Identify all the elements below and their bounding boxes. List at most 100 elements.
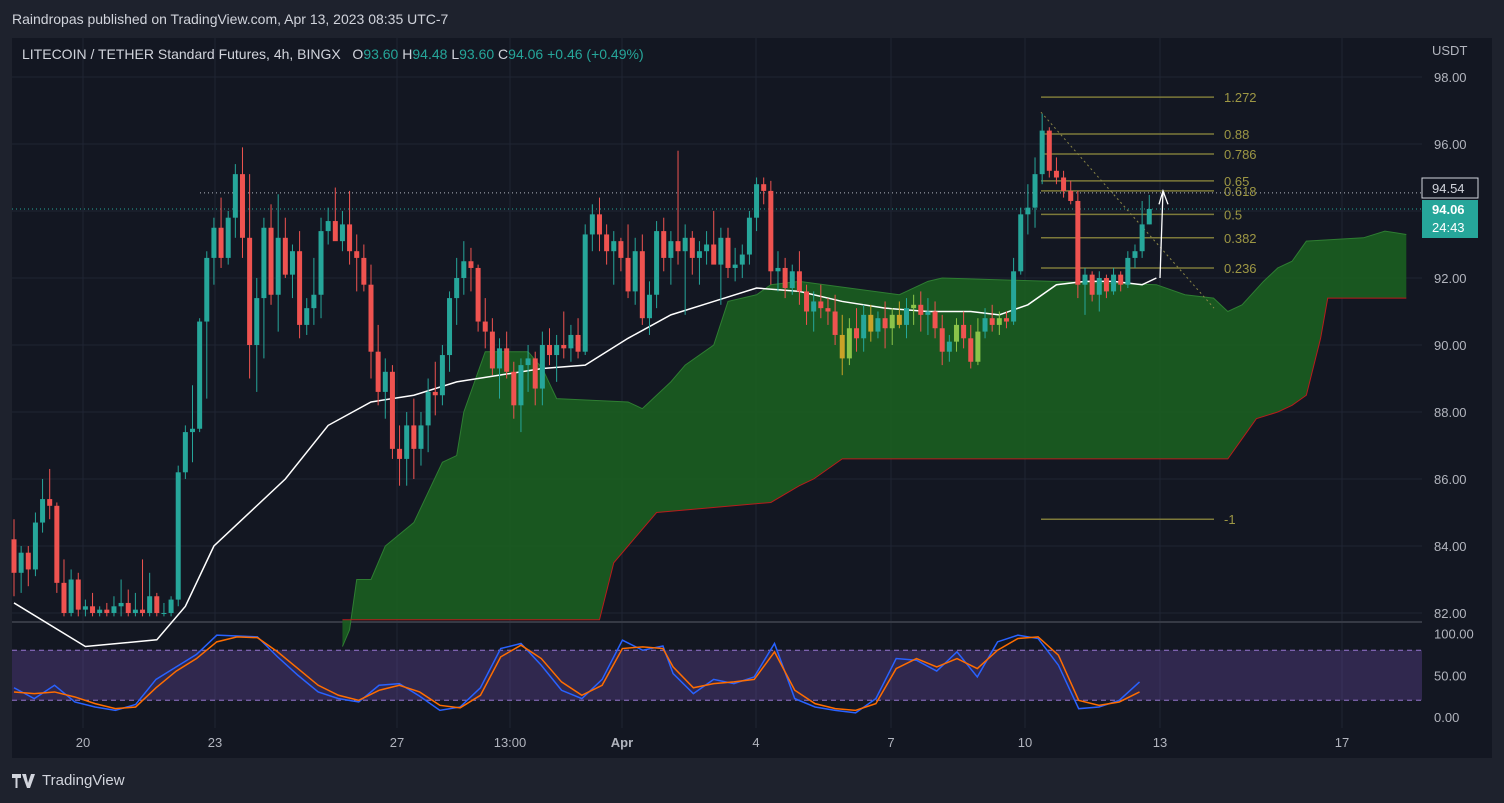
candle-body bbox=[97, 609, 103, 613]
x-tick-label: 10 bbox=[1018, 735, 1032, 750]
candle-body bbox=[654, 231, 660, 295]
candle-body bbox=[261, 227, 267, 299]
candle-body bbox=[754, 184, 760, 218]
candle-body bbox=[1032, 174, 1038, 208]
candle-body bbox=[247, 237, 253, 345]
candle-body bbox=[1011, 271, 1017, 322]
candle-body bbox=[868, 314, 874, 332]
candle-body bbox=[140, 609, 146, 613]
stoch-d-line bbox=[13, 636, 1140, 712]
candle-body bbox=[732, 264, 738, 268]
countdown-label: 24:43 bbox=[1432, 220, 1465, 235]
candle-body bbox=[668, 241, 674, 258]
price-axis[interactable] bbox=[1422, 38, 1492, 758]
candle-body bbox=[639, 251, 645, 319]
candle-body bbox=[182, 432, 188, 473]
candle-body bbox=[118, 602, 124, 607]
cloud-top-line bbox=[341, 230, 1407, 647]
candle-body bbox=[368, 284, 374, 352]
candle-body bbox=[682, 237, 688, 252]
close-value: 94.06 bbox=[508, 46, 544, 62]
fib-level-label: 0.236 bbox=[1224, 261, 1257, 276]
candle-body bbox=[939, 328, 945, 352]
x-tick-label: 7 bbox=[887, 735, 894, 750]
candle-body bbox=[718, 237, 724, 265]
ichimoku-cloud bbox=[341, 230, 1407, 647]
candle-body bbox=[1003, 318, 1009, 322]
fib-level-label: 0.5 bbox=[1224, 207, 1242, 222]
candle-body bbox=[232, 174, 238, 218]
candle-body bbox=[211, 227, 217, 258]
candle-body bbox=[1139, 224, 1145, 252]
candle-body bbox=[946, 341, 952, 352]
candle-body bbox=[532, 358, 538, 389]
candle-body bbox=[389, 371, 395, 449]
candle-body bbox=[761, 184, 767, 191]
candle-body bbox=[68, 579, 74, 613]
candle-body bbox=[561, 345, 567, 349]
candle-body bbox=[632, 251, 638, 292]
candle-body bbox=[1103, 278, 1109, 292]
publisher-header: Raindropas published on TradingView.com,… bbox=[0, 0, 1504, 38]
axes: 98.0096.0094.0092.0090.0088.0086.0084.00… bbox=[76, 70, 1474, 750]
candle-body bbox=[282, 237, 288, 275]
candle-body bbox=[397, 448, 403, 459]
candle-body bbox=[968, 338, 974, 362]
candle-body bbox=[554, 345, 560, 356]
y-tick-label: 82.00 bbox=[1434, 606, 1467, 621]
candle-body bbox=[911, 304, 917, 309]
candle-body bbox=[846, 328, 852, 359]
candle-body bbox=[832, 311, 838, 335]
open-value: 93.60 bbox=[363, 46, 399, 62]
candle-body bbox=[275, 237, 281, 295]
candle-body bbox=[568, 334, 574, 349]
candle-body bbox=[111, 606, 117, 613]
candle-body bbox=[482, 321, 488, 332]
candle-body bbox=[1068, 190, 1074, 201]
candle-body bbox=[197, 321, 203, 429]
candle-body bbox=[625, 257, 631, 292]
candle-body bbox=[725, 237, 731, 268]
candle-body bbox=[1082, 274, 1088, 285]
candle-body bbox=[297, 251, 303, 325]
y-tick-label: 98.00 bbox=[1434, 70, 1467, 85]
candle-body bbox=[775, 267, 781, 272]
projection-arrow bbox=[1158, 188, 1169, 279]
publisher-text: Raindropas published on TradingView.com,… bbox=[12, 11, 449, 27]
x-tick-label: 23 bbox=[208, 735, 222, 750]
candle-body bbox=[425, 391, 431, 426]
tradingview-brand[interactable]: TradingView bbox=[12, 772, 125, 789]
y-tick-label: 88.00 bbox=[1434, 405, 1467, 420]
low-label: L bbox=[451, 46, 460, 62]
candle-body bbox=[1018, 214, 1024, 272]
stochastic-indicator bbox=[12, 634, 1422, 714]
candle-body bbox=[854, 328, 860, 339]
candle-body bbox=[318, 231, 324, 295]
candle-body bbox=[825, 308, 831, 312]
candle-body bbox=[225, 217, 231, 258]
candle-body bbox=[661, 231, 667, 258]
candle-body bbox=[953, 324, 959, 342]
candle-body bbox=[604, 234, 610, 252]
candle-body bbox=[525, 358, 531, 366]
candle-body bbox=[268, 227, 274, 295]
y-tick-label: 84.00 bbox=[1434, 539, 1467, 554]
candle-body bbox=[304, 308, 310, 325]
candle-body bbox=[882, 318, 888, 329]
candle-body bbox=[447, 298, 453, 356]
y-tick-label: 96.00 bbox=[1434, 137, 1467, 152]
candle-body bbox=[432, 391, 438, 396]
candle-body bbox=[782, 267, 788, 289]
currency-label: USDT bbox=[1432, 43, 1467, 58]
cloud-area bbox=[342, 231, 1407, 647]
candle-body bbox=[711, 244, 717, 265]
candle-body bbox=[975, 331, 981, 362]
candle-body bbox=[82, 606, 88, 610]
stoch-y-tick-label: 0.00 bbox=[1434, 710, 1459, 725]
candle-body bbox=[547, 345, 552, 356]
candle-body bbox=[768, 190, 774, 272]
change-value: +0.46 (+0.49%) bbox=[547, 46, 644, 62]
candle-body bbox=[132, 609, 138, 613]
candle-body bbox=[1089, 274, 1095, 295]
